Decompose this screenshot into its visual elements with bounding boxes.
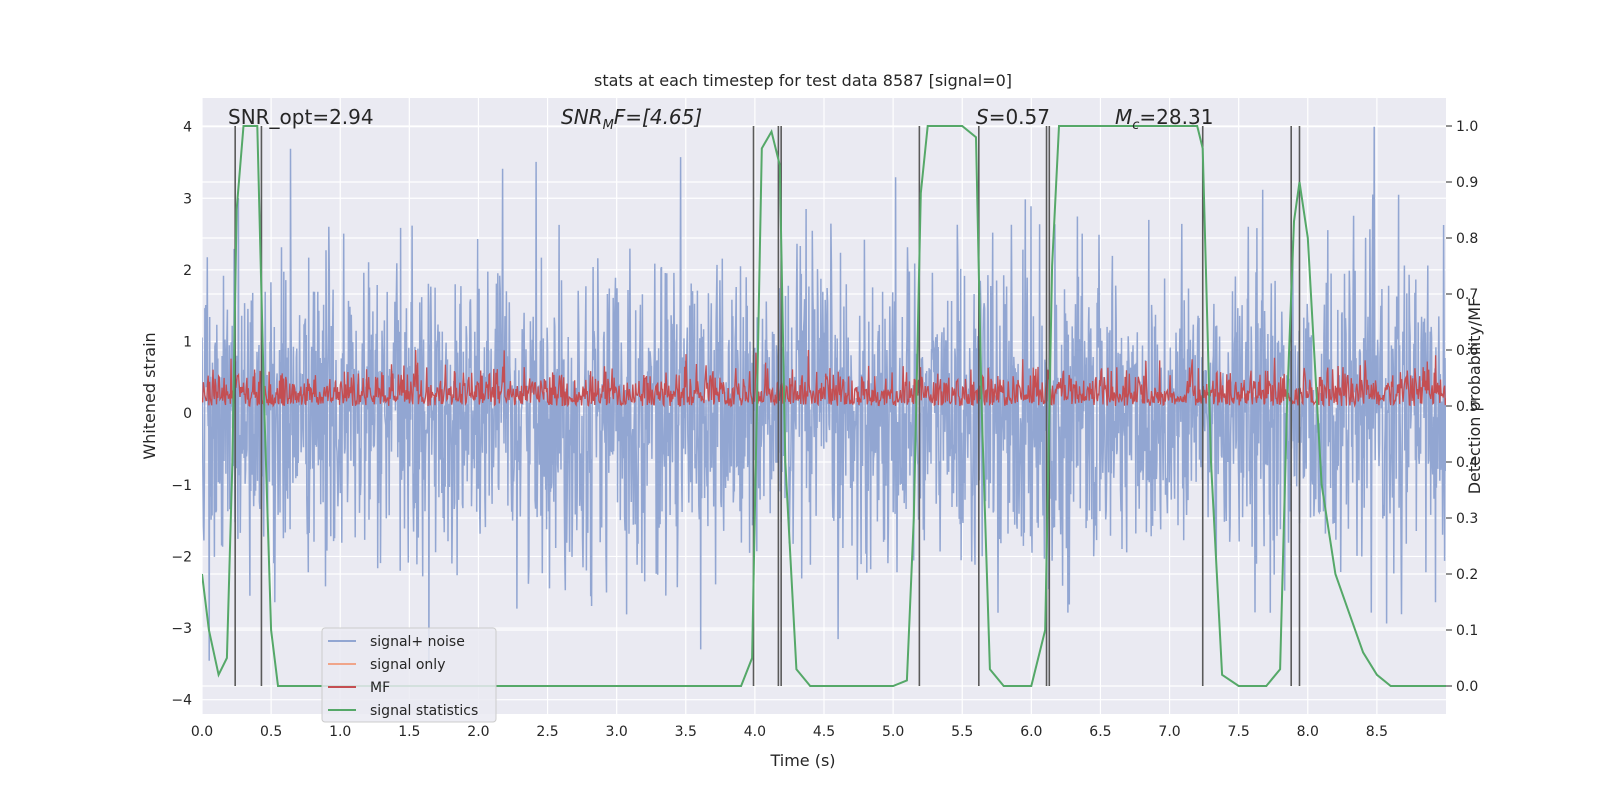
annotation-snr-mf-main: SNR — [561, 105, 603, 129]
y-left-tick-label: 0 — [183, 406, 192, 422]
chart-title: stats at each timestep for test data 858… — [594, 71, 1012, 90]
annotation-mc: Mc=28.31 — [1115, 105, 1213, 133]
y-left-tick-label: −3 — [171, 621, 192, 637]
legend-label-signal-only: signal only — [370, 657, 445, 673]
annotation-s: S=0.57 — [976, 105, 1050, 129]
annotation-mc-sub: c — [1132, 118, 1139, 133]
y-axis-label-right: Detection probability/MF — [1465, 298, 1484, 495]
x-tick-label: 4.0 — [744, 724, 766, 740]
x-tick-label: 0.5 — [260, 724, 282, 740]
y-left-tick-label: 2 — [183, 263, 192, 279]
x-tick-label: 2.0 — [467, 724, 489, 740]
legend: signal+ noise signal only MF signal stat… — [321, 627, 497, 723]
x-tick-label: 6.0 — [1020, 724, 1042, 740]
x-tick-label: 5.5 — [951, 724, 973, 740]
annotation-snr-mf-rest: F=[4.65] — [614, 105, 702, 129]
annotation-s-rest: =0.57 — [989, 105, 1050, 129]
y-right-tick-label: 0.1 — [1456, 623, 1478, 639]
annotation-snr-opt: SNR_opt=2.94 — [228, 105, 374, 129]
y-axis-label-left: Whitened strain — [140, 332, 159, 459]
y-left-tick-label: −4 — [171, 693, 192, 709]
y-right-tick-label: 0.0 — [1456, 679, 1478, 695]
x-tick-label: 0.0 — [191, 724, 213, 740]
x-tick-label: 3.5 — [675, 724, 697, 740]
plot-area: 0.0 0.5 1.0 1.5 2.0 2.5 3.0 3.5 4.0 4.5 5.0 5.5 6.0 6… — [171, 98, 1478, 740]
y-left-tick-label: 1 — [183, 335, 192, 351]
x-tick-label: 8.0 — [1297, 724, 1319, 740]
y-right-tick-label: 0.4 — [1456, 455, 1478, 471]
y-right-tick-label: 0.2 — [1456, 567, 1478, 583]
y-right-tick-label: 0.6 — [1456, 343, 1478, 359]
x-tick-label: 1.0 — [329, 724, 351, 740]
legend-label-signal-noise: signal+ noise — [370, 634, 465, 650]
tick-labels: 0.0 0.5 1.0 1.5 2.0 2.5 3.0 3.5 4.0 4.5 5.0 5.5 6.0 6… — [171, 119, 1478, 740]
x-tick-label: 5.0 — [882, 724, 904, 740]
y-left-tick-label: 3 — [183, 191, 192, 207]
legend-label-mf: MF — [370, 680, 390, 696]
x-tick-label: 6.5 — [1089, 724, 1111, 740]
x-tick-label: 2.5 — [536, 724, 558, 740]
annotation-mc-main: M — [1115, 105, 1132, 129]
y-right-tick-label: 0.3 — [1456, 511, 1478, 527]
x-tick-label: 1.5 — [398, 724, 420, 740]
x-tick-label: 8.5 — [1366, 724, 1388, 740]
y-left-tick-label: −2 — [171, 549, 192, 565]
series-signal-statistics-line — [202, 125, 1446, 687]
y-right-tick-label: 0.9 — [1456, 175, 1478, 191]
x-axis-label: Time (s) — [769, 751, 835, 770]
x-tick-label: 7.0 — [1158, 724, 1180, 740]
annotation-mc-rest: =28.31 — [1139, 105, 1213, 129]
annotation-snr-mf-sub: M — [603, 118, 614, 133]
y-left-tick-label: −1 — [171, 478, 192, 494]
annotation-s-main: S — [976, 105, 989, 129]
y-right-tick-label: 0.5 — [1456, 399, 1478, 415]
series-mf-line — [202, 349, 1446, 408]
x-tick-label: 3.0 — [606, 724, 628, 740]
x-tick-label: 7.5 — [1228, 724, 1250, 740]
y-left-tick-label: 4 — [183, 120, 192, 136]
y-right-tick-label: 1.0 — [1456, 119, 1478, 135]
y-right-tick-label: 0.7 — [1456, 287, 1478, 303]
legend-box — [321, 627, 497, 723]
legend-label-signal-statistics: signal statistics — [370, 703, 478, 719]
y-right-tick-label: 0.8 — [1456, 231, 1478, 247]
annotation-snr-mf: SNRMF=[4.65] — [561, 105, 702, 133]
x-tick-label: 4.5 — [813, 724, 835, 740]
